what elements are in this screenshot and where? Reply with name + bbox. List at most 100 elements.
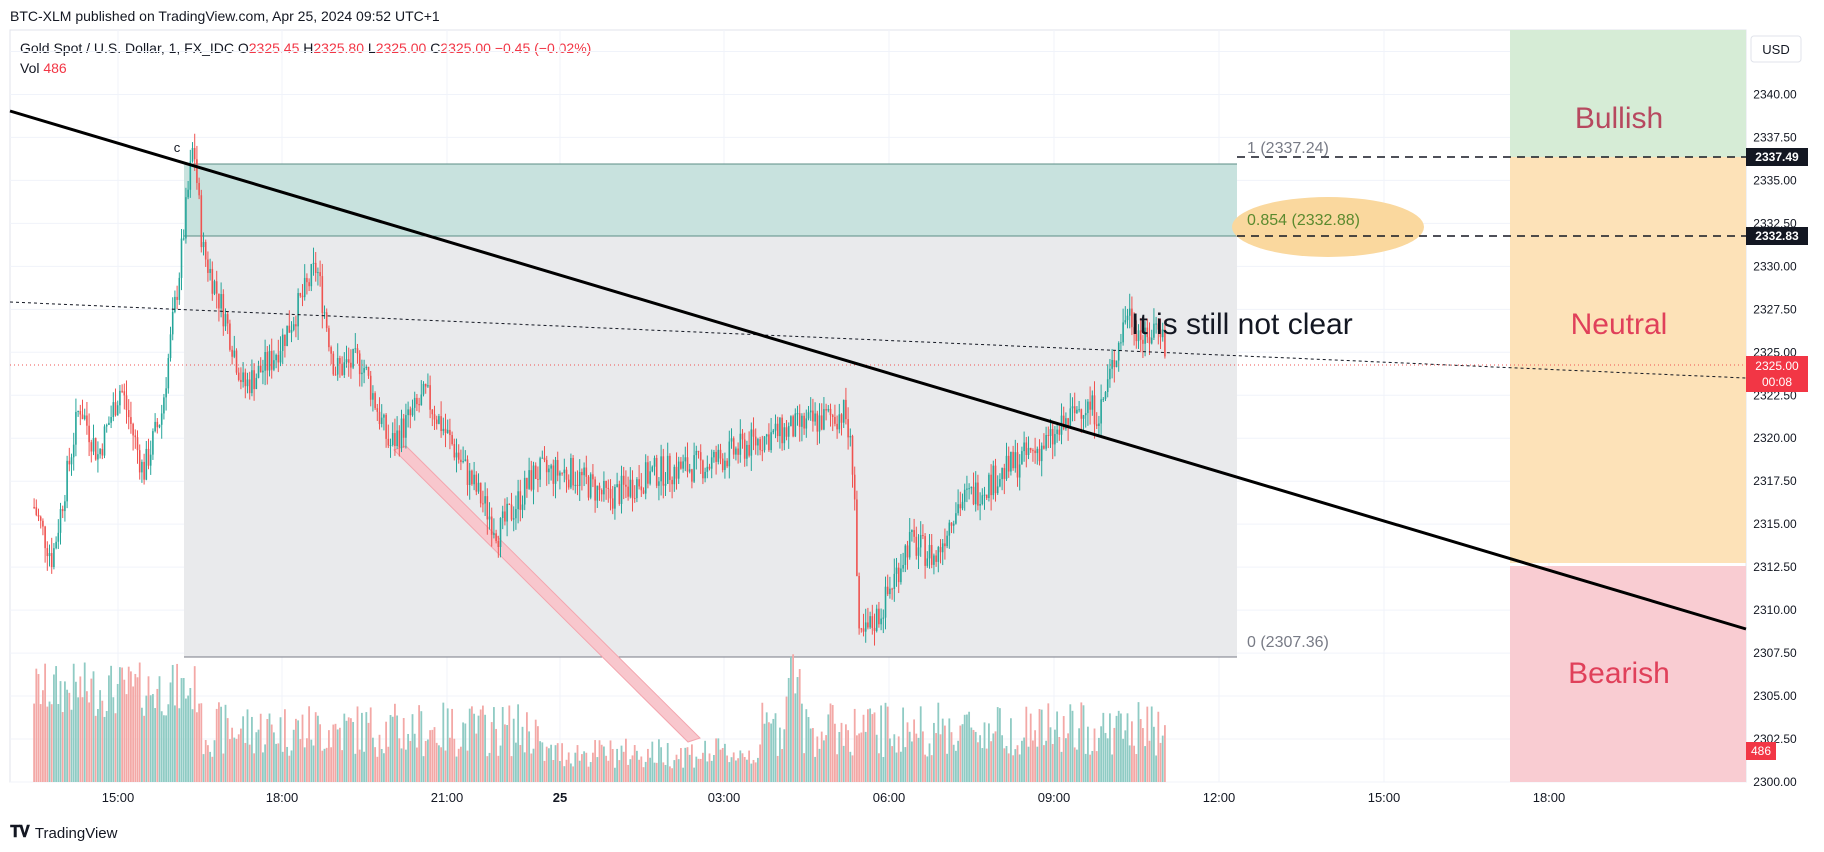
time-tick-label: 09:00 [1038,790,1071,805]
volume-bar [853,708,856,782]
candle-body [860,628,863,630]
volume-bar [407,733,410,782]
volume-bar [1104,732,1107,782]
volume-bar [81,697,84,782]
bullish-zone [1510,30,1746,157]
candle-body [831,415,834,417]
volume-bar [286,746,289,782]
volume-bar [1084,753,1087,782]
volume-bar [990,741,993,782]
volume-bar [1157,711,1160,782]
candle-body [944,543,946,547]
volume-bar [275,743,278,782]
candle-body [695,450,698,456]
candle-body [152,431,154,455]
high-value: 2325.80 [313,40,364,56]
candle-body [779,417,781,437]
candle-body [158,424,161,428]
candle-body [1146,327,1149,338]
candle-body [875,608,878,632]
volume-bar [193,666,196,782]
volume-bar [321,750,324,782]
candle-body [339,358,341,364]
volume-bar [867,709,869,782]
candle-body [510,504,513,520]
volume-bar [653,762,656,782]
volume-bar [343,713,346,782]
candle-body [798,413,801,427]
volume-bar [138,662,141,782]
candle-body [1067,418,1069,426]
volume-bar [347,717,350,782]
candle-body [451,435,453,445]
volume-bar [468,708,471,782]
candle-body [552,465,555,484]
candle-body [787,426,790,437]
candle-body [1078,409,1080,411]
volume-bar [213,740,216,782]
volume-bar [985,748,988,782]
candle-body [299,293,302,296]
candle-body [275,354,277,361]
symbol-title[interactable]: Gold Spot / U.S. Dollar, 1, FX_IDC [20,40,234,56]
countdown-tag: 00:08 [1762,375,1792,389]
candle-body [204,241,207,260]
candle-body [400,418,403,448]
volume-bar [724,743,726,782]
volume-bar [693,767,696,782]
volume-bar [649,757,652,782]
volume-bar [105,711,108,782]
volume-bar [589,762,592,782]
price-tick-label: 2320.00 [1753,431,1797,445]
candle-body [574,484,577,486]
candle-body [57,532,60,542]
volume-bar [1005,745,1008,782]
volume-bar [185,698,187,782]
volume-bar [955,750,957,782]
volume-bar [677,759,680,782]
candle-body [407,409,409,416]
volume-bar [400,748,403,782]
volume-bar [444,750,447,782]
volume-bar [101,700,104,782]
candle-body [251,370,253,394]
volume-bar [926,756,929,782]
candle-body [121,390,123,392]
volume-bar [611,748,614,782]
volume-bar [1098,737,1100,782]
candle-body [70,457,73,465]
candle-body [647,462,649,484]
candle-body [939,547,942,553]
volume-bar [1124,730,1127,782]
candle-body [796,413,799,415]
currency-button[interactable]: USD [1762,42,1789,57]
candle-body [680,461,682,469]
candle-body [977,482,979,506]
candle-body [174,296,176,312]
candle-body [493,533,495,535]
volume-bar [1161,735,1164,782]
candle-body [372,393,374,400]
candle-body [638,479,640,487]
volume-bar [165,715,168,782]
candle-body [475,474,478,492]
volume-bar [435,742,438,782]
volume-bar [574,752,577,782]
time-axis[interactable]: 15:00 18:00 21:00 25 03:00 06:00 09:00 12:00 15:… [102,790,1566,805]
currency-button-box[interactable] [1750,35,1802,63]
volume-bar [706,761,709,782]
volume-bar [937,702,940,782]
candle-body [99,448,101,455]
candle-body [376,408,379,412]
tradingview-footer[interactable]: 𝐓𝐕 TradingView [10,824,117,842]
candle-body [1012,451,1014,469]
volume-bar [631,755,634,782]
volume-bar [836,754,839,782]
candle-body [449,429,451,436]
candle-body [904,545,907,565]
volume-bar [768,722,770,782]
candle-body [1164,329,1166,357]
candle-body [81,414,84,420]
volume-bar [237,734,240,782]
